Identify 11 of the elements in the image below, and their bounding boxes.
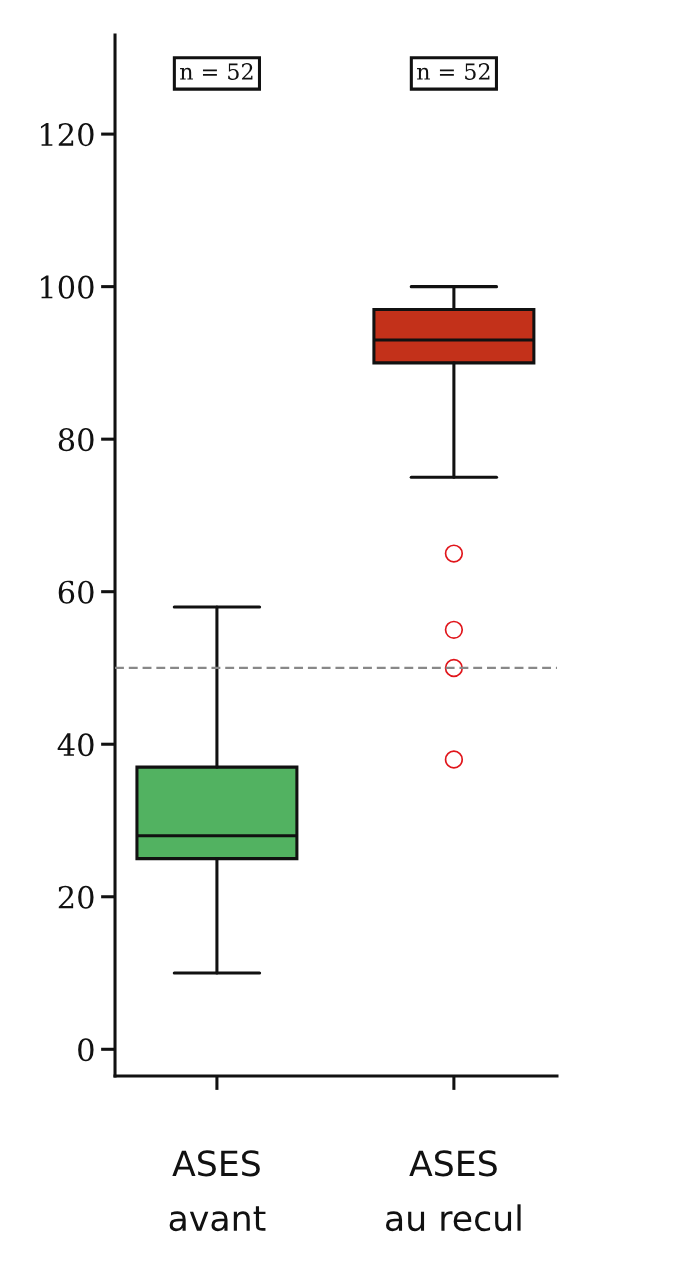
y-tick-label: 0 <box>78 1038 94 1062</box>
y-tick-label: 100 <box>40 275 94 299</box>
annotation: n = 52 <box>417 63 490 80</box>
x-tick-label: ASES avant <box>169 1150 266 1232</box>
y-tick-label: 40 <box>57 733 94 757</box>
y-tick-label: 60 <box>58 580 94 604</box>
x-tick-label: ASES au recul <box>386 1150 521 1232</box>
y-tick-label: 20 <box>58 885 94 909</box>
annotation: n = 52 <box>180 63 253 80</box>
y-tick-label: 120 <box>40 123 94 147</box>
y-tick-label: 80 <box>58 428 94 452</box>
